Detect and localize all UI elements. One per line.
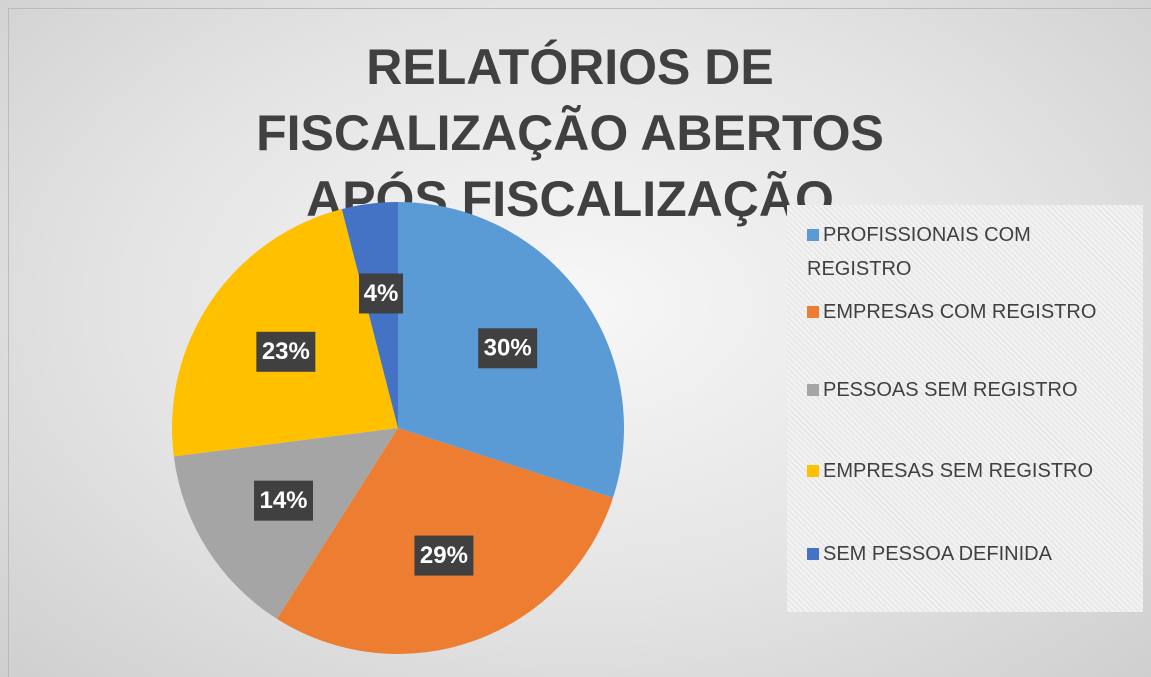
legend-item: EMPRESAS COM REGISTRO bbox=[807, 295, 1137, 329]
legend-swatch bbox=[807, 384, 819, 396]
chart-title: RELATÓRIOS DE FISCALIZAÇÃO ABERTOS APÓS … bbox=[256, 39, 884, 227]
legend-item: PROFISSIONAIS COM REGISTRO bbox=[807, 218, 1067, 286]
legend-label: EMPRESAS COM REGISTRO bbox=[823, 301, 1097, 323]
legend: PROFISSIONAIS COM REGISTRO EMPRESAS COM R… bbox=[787, 205, 1143, 612]
legend-swatch bbox=[807, 306, 819, 318]
value-label-box bbox=[359, 273, 404, 314]
legend-swatch bbox=[807, 465, 819, 477]
value-label-box bbox=[254, 480, 314, 521]
legend-label: PROFISSIONAIS COM REGISTRO bbox=[807, 224, 1031, 280]
legend-label: EMPRESAS SEM REGISTRO bbox=[823, 460, 1094, 482]
value-label: 29% bbox=[420, 542, 468, 569]
value-label-box bbox=[256, 331, 316, 372]
frame bbox=[8, 8, 1151, 677]
legend-item: EMPRESAS SEM REGISTRO bbox=[807, 454, 1137, 488]
value-label: 23% bbox=[262, 338, 310, 365]
value-label-box bbox=[478, 328, 538, 369]
legend-swatch bbox=[807, 229, 819, 241]
legend-item: PESSOAS SEM REGISTRO bbox=[807, 373, 1137, 407]
legend-label: PESSOAS SEM REGISTRO bbox=[823, 379, 1078, 401]
legend-swatch bbox=[807, 548, 819, 560]
legend-item: SEM PESSOA DEFINIDA bbox=[807, 537, 1137, 571]
value-label: 4% bbox=[364, 280, 399, 307]
value-label: 30% bbox=[484, 335, 532, 362]
legend-label: SEM PESSOA DEFINIDA bbox=[823, 543, 1052, 565]
pie-slice bbox=[341, 202, 398, 428]
pie-slice bbox=[173, 428, 398, 619]
value-label: 14% bbox=[259, 487, 307, 514]
value-label-box bbox=[414, 535, 474, 576]
